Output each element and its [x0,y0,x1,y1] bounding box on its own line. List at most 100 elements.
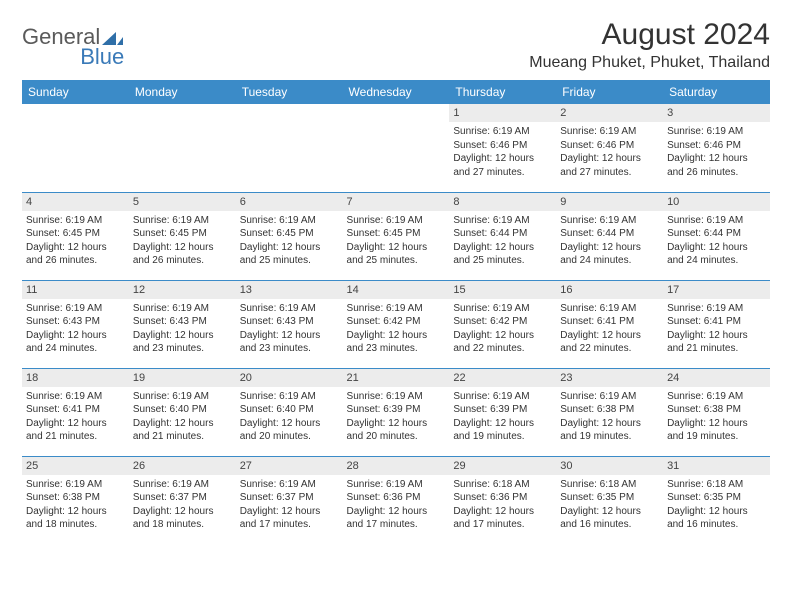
calendar-day-cell: 31Sunrise: 6:18 AMSunset: 6:35 PMDayligh… [663,456,770,544]
calendar-day-cell: 24Sunrise: 6:19 AMSunset: 6:38 PMDayligh… [663,368,770,456]
calendar-table: SundayMondayTuesdayWednesdayThursdayFrid… [22,80,770,544]
calendar-day-cell [22,104,129,192]
day-number-bar: 3 [663,104,770,122]
day-details: Sunrise: 6:19 AMSunset: 6:41 PMDaylight:… [22,387,129,446]
calendar-day-cell: 28Sunrise: 6:19 AMSunset: 6:36 PMDayligh… [343,456,450,544]
day-number-bar: 23 [556,369,663,387]
day-number-bar: 6 [236,193,343,211]
day-details: Sunrise: 6:19 AMSunset: 6:40 PMDaylight:… [129,387,236,446]
calendar-day-cell: 3Sunrise: 6:19 AMSunset: 6:46 PMDaylight… [663,104,770,192]
day-details: Sunrise: 6:19 AMSunset: 6:39 PMDaylight:… [449,387,556,446]
day-details: Sunrise: 6:18 AMSunset: 6:35 PMDaylight:… [556,475,663,534]
calendar-day-cell: 21Sunrise: 6:19 AMSunset: 6:39 PMDayligh… [343,368,450,456]
day-number-bar: 17 [663,281,770,299]
calendar-day-cell: 13Sunrise: 6:19 AMSunset: 6:43 PMDayligh… [236,280,343,368]
calendar-day-cell: 1Sunrise: 6:19 AMSunset: 6:46 PMDaylight… [449,104,556,192]
day-details: Sunrise: 6:19 AMSunset: 6:38 PMDaylight:… [22,475,129,534]
calendar-header-row: SundayMondayTuesdayWednesdayThursdayFrid… [22,80,770,104]
day-details: Sunrise: 6:19 AMSunset: 6:39 PMDaylight:… [343,387,450,446]
day-number-bar: 7 [343,193,450,211]
calendar-week-row: 1Sunrise: 6:19 AMSunset: 6:46 PMDaylight… [22,104,770,192]
day-number-bar: 21 [343,369,450,387]
calendar-day-cell: 4Sunrise: 6:19 AMSunset: 6:45 PMDaylight… [22,192,129,280]
day-details: Sunrise: 6:19 AMSunset: 6:45 PMDaylight:… [129,211,236,270]
day-number-bar [343,104,450,122]
day-number-bar: 5 [129,193,236,211]
day-number-bar: 14 [343,281,450,299]
calendar-day-cell: 10Sunrise: 6:19 AMSunset: 6:44 PMDayligh… [663,192,770,280]
calendar-day-cell [129,104,236,192]
day-number-bar: 28 [343,457,450,475]
day-number-bar: 11 [22,281,129,299]
day-number-bar [236,104,343,122]
day-number-bar: 15 [449,281,556,299]
day-number-bar: 26 [129,457,236,475]
day-number-bar: 20 [236,369,343,387]
day-number-bar: 18 [22,369,129,387]
day-details: Sunrise: 6:19 AMSunset: 6:45 PMDaylight:… [343,211,450,270]
calendar-day-cell [343,104,450,192]
location-subtitle: Mueang Phuket, Phuket, Thailand [529,54,770,72]
day-details: Sunrise: 6:19 AMSunset: 6:38 PMDaylight:… [663,387,770,446]
day-number-bar: 19 [129,369,236,387]
calendar-day-cell: 29Sunrise: 6:18 AMSunset: 6:36 PMDayligh… [449,456,556,544]
day-number-bar: 27 [236,457,343,475]
day-details: Sunrise: 6:18 AMSunset: 6:36 PMDaylight:… [449,475,556,534]
calendar-week-row: 18Sunrise: 6:19 AMSunset: 6:41 PMDayligh… [22,368,770,456]
day-details: Sunrise: 6:19 AMSunset: 6:37 PMDaylight:… [236,475,343,534]
calendar-day-cell: 14Sunrise: 6:19 AMSunset: 6:42 PMDayligh… [343,280,450,368]
day-details: Sunrise: 6:19 AMSunset: 6:41 PMDaylight:… [663,299,770,358]
day-details: Sunrise: 6:19 AMSunset: 6:43 PMDaylight:… [236,299,343,358]
calendar-day-cell: 23Sunrise: 6:19 AMSunset: 6:38 PMDayligh… [556,368,663,456]
day-number-bar [129,104,236,122]
day-number-bar: 9 [556,193,663,211]
calendar-day-cell: 11Sunrise: 6:19 AMSunset: 6:43 PMDayligh… [22,280,129,368]
day-details: Sunrise: 6:19 AMSunset: 6:46 PMDaylight:… [556,122,663,181]
day-details: Sunrise: 6:19 AMSunset: 6:43 PMDaylight:… [129,299,236,358]
calendar-day-cell: 19Sunrise: 6:19 AMSunset: 6:40 PMDayligh… [129,368,236,456]
day-details: Sunrise: 6:19 AMSunset: 6:44 PMDaylight:… [449,211,556,270]
day-details: Sunrise: 6:19 AMSunset: 6:42 PMDaylight:… [343,299,450,358]
day-number-bar: 29 [449,457,556,475]
day-number-bar: 13 [236,281,343,299]
day-details: Sunrise: 6:19 AMSunset: 6:44 PMDaylight:… [663,211,770,270]
day-number-bar: 22 [449,369,556,387]
day-number-bar: 12 [129,281,236,299]
calendar-week-row: 11Sunrise: 6:19 AMSunset: 6:43 PMDayligh… [22,280,770,368]
calendar-day-cell: 27Sunrise: 6:19 AMSunset: 6:37 PMDayligh… [236,456,343,544]
day-header: Saturday [663,80,770,104]
calendar-day-cell [236,104,343,192]
day-number-bar: 10 [663,193,770,211]
day-number-bar: 16 [556,281,663,299]
day-details: Sunrise: 6:19 AMSunset: 6:46 PMDaylight:… [663,122,770,181]
calendar-day-cell: 12Sunrise: 6:19 AMSunset: 6:43 PMDayligh… [129,280,236,368]
day-details: Sunrise: 6:19 AMSunset: 6:40 PMDaylight:… [236,387,343,446]
header: GeneralBlue August 2024 Mueang Phuket, P… [22,18,770,72]
calendar-day-cell: 17Sunrise: 6:19 AMSunset: 6:41 PMDayligh… [663,280,770,368]
day-header: Monday [129,80,236,104]
day-header: Friday [556,80,663,104]
day-number-bar: 24 [663,369,770,387]
day-details: Sunrise: 6:19 AMSunset: 6:44 PMDaylight:… [556,211,663,270]
day-details: Sunrise: 6:19 AMSunset: 6:43 PMDaylight:… [22,299,129,358]
day-number-bar: 30 [556,457,663,475]
calendar-day-cell: 8Sunrise: 6:19 AMSunset: 6:44 PMDaylight… [449,192,556,280]
title-block: August 2024 Mueang Phuket, Phuket, Thail… [529,18,770,72]
day-number-bar: 4 [22,193,129,211]
calendar-day-cell: 22Sunrise: 6:19 AMSunset: 6:39 PMDayligh… [449,368,556,456]
day-details: Sunrise: 6:19 AMSunset: 6:38 PMDaylight:… [556,387,663,446]
day-number-bar: 31 [663,457,770,475]
day-number-bar: 2 [556,104,663,122]
brand-logo: GeneralBlue [22,24,124,70]
day-details: Sunrise: 6:19 AMSunset: 6:42 PMDaylight:… [449,299,556,358]
day-details: Sunrise: 6:19 AMSunset: 6:45 PMDaylight:… [236,211,343,270]
day-details: Sunrise: 6:19 AMSunset: 6:46 PMDaylight:… [449,122,556,181]
calendar-page: GeneralBlue August 2024 Mueang Phuket, P… [0,0,792,554]
calendar-day-cell: 6Sunrise: 6:19 AMSunset: 6:45 PMDaylight… [236,192,343,280]
day-header: Thursday [449,80,556,104]
calendar-day-cell: 16Sunrise: 6:19 AMSunset: 6:41 PMDayligh… [556,280,663,368]
day-details: Sunrise: 6:19 AMSunset: 6:41 PMDaylight:… [556,299,663,358]
calendar-week-row: 25Sunrise: 6:19 AMSunset: 6:38 PMDayligh… [22,456,770,544]
month-title: August 2024 [529,18,770,52]
day-details: Sunrise: 6:19 AMSunset: 6:37 PMDaylight:… [129,475,236,534]
